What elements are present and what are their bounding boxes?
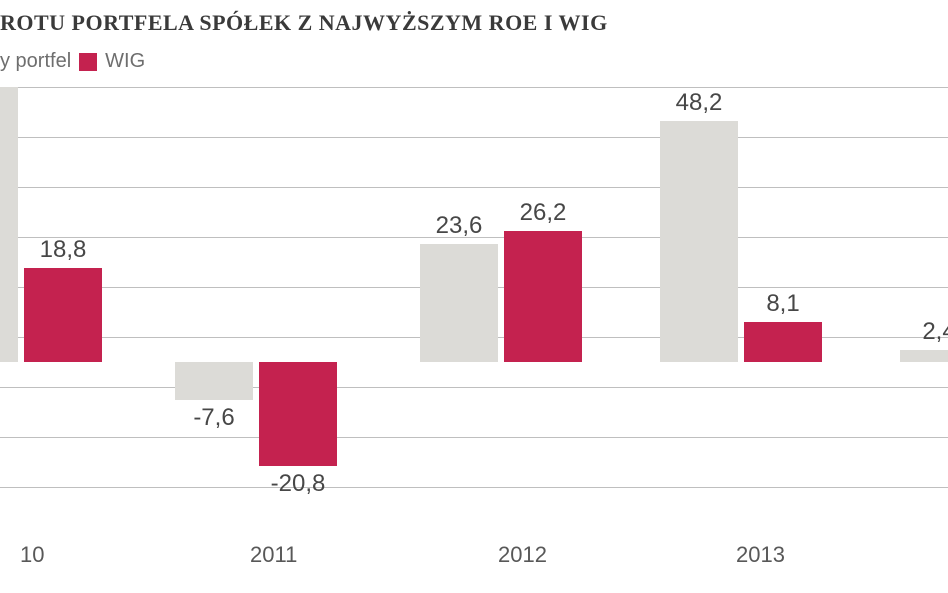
- x-axis-label: 2011: [250, 542, 297, 568]
- bar-value-label: 48,2: [645, 89, 753, 117]
- bar-value-label: 2,4: [885, 318, 948, 346]
- x-axis-label: 2013: [736, 542, 785, 568]
- legend-series1-label: y portfel: [0, 50, 71, 73]
- x-axis-label: 2012: [498, 542, 547, 568]
- legend-series2-swatch: [79, 53, 97, 71]
- bar-value-label: 26,2: [489, 199, 597, 227]
- gridline: [0, 87, 948, 88]
- chart-title: ROTU PORTFELA SPÓŁEK Z NAJWYŻSZYM ROE I …: [0, 0, 948, 46]
- bar-portfel: [0, 87, 18, 362]
- bar-portfel: [175, 362, 253, 400]
- gridline: [0, 487, 948, 488]
- gridline: [0, 437, 948, 438]
- gridline: [0, 387, 948, 388]
- bar-portfel: [900, 350, 948, 362]
- gridline: [0, 187, 948, 188]
- bar-wig: [744, 322, 822, 363]
- legend-series2-label: WIG: [105, 50, 145, 73]
- x-axis-label: 10: [20, 542, 44, 568]
- bar-value-label: 18,8: [9, 236, 117, 264]
- bar-value-label: 8,1: [729, 290, 837, 318]
- bar-portfel: [660, 121, 738, 362]
- bar-wig: [504, 231, 582, 362]
- bar-value-label: -7,6: [160, 404, 268, 432]
- bar-wig: [259, 362, 337, 466]
- gridline: [0, 137, 948, 138]
- footer-credit: ŁKA ©℗: [0, 582, 948, 593]
- bar-wig: [24, 268, 102, 362]
- legend: y portfel WIG: [0, 46, 948, 87]
- bar-chart: 18,8-7,6-20,823,626,248,28,12,4: [0, 87, 948, 487]
- bar-portfel: [420, 244, 498, 362]
- bar-value-label: -20,8: [244, 470, 352, 498]
- x-axis-labels: 10 2011 2012 2013: [0, 542, 948, 582]
